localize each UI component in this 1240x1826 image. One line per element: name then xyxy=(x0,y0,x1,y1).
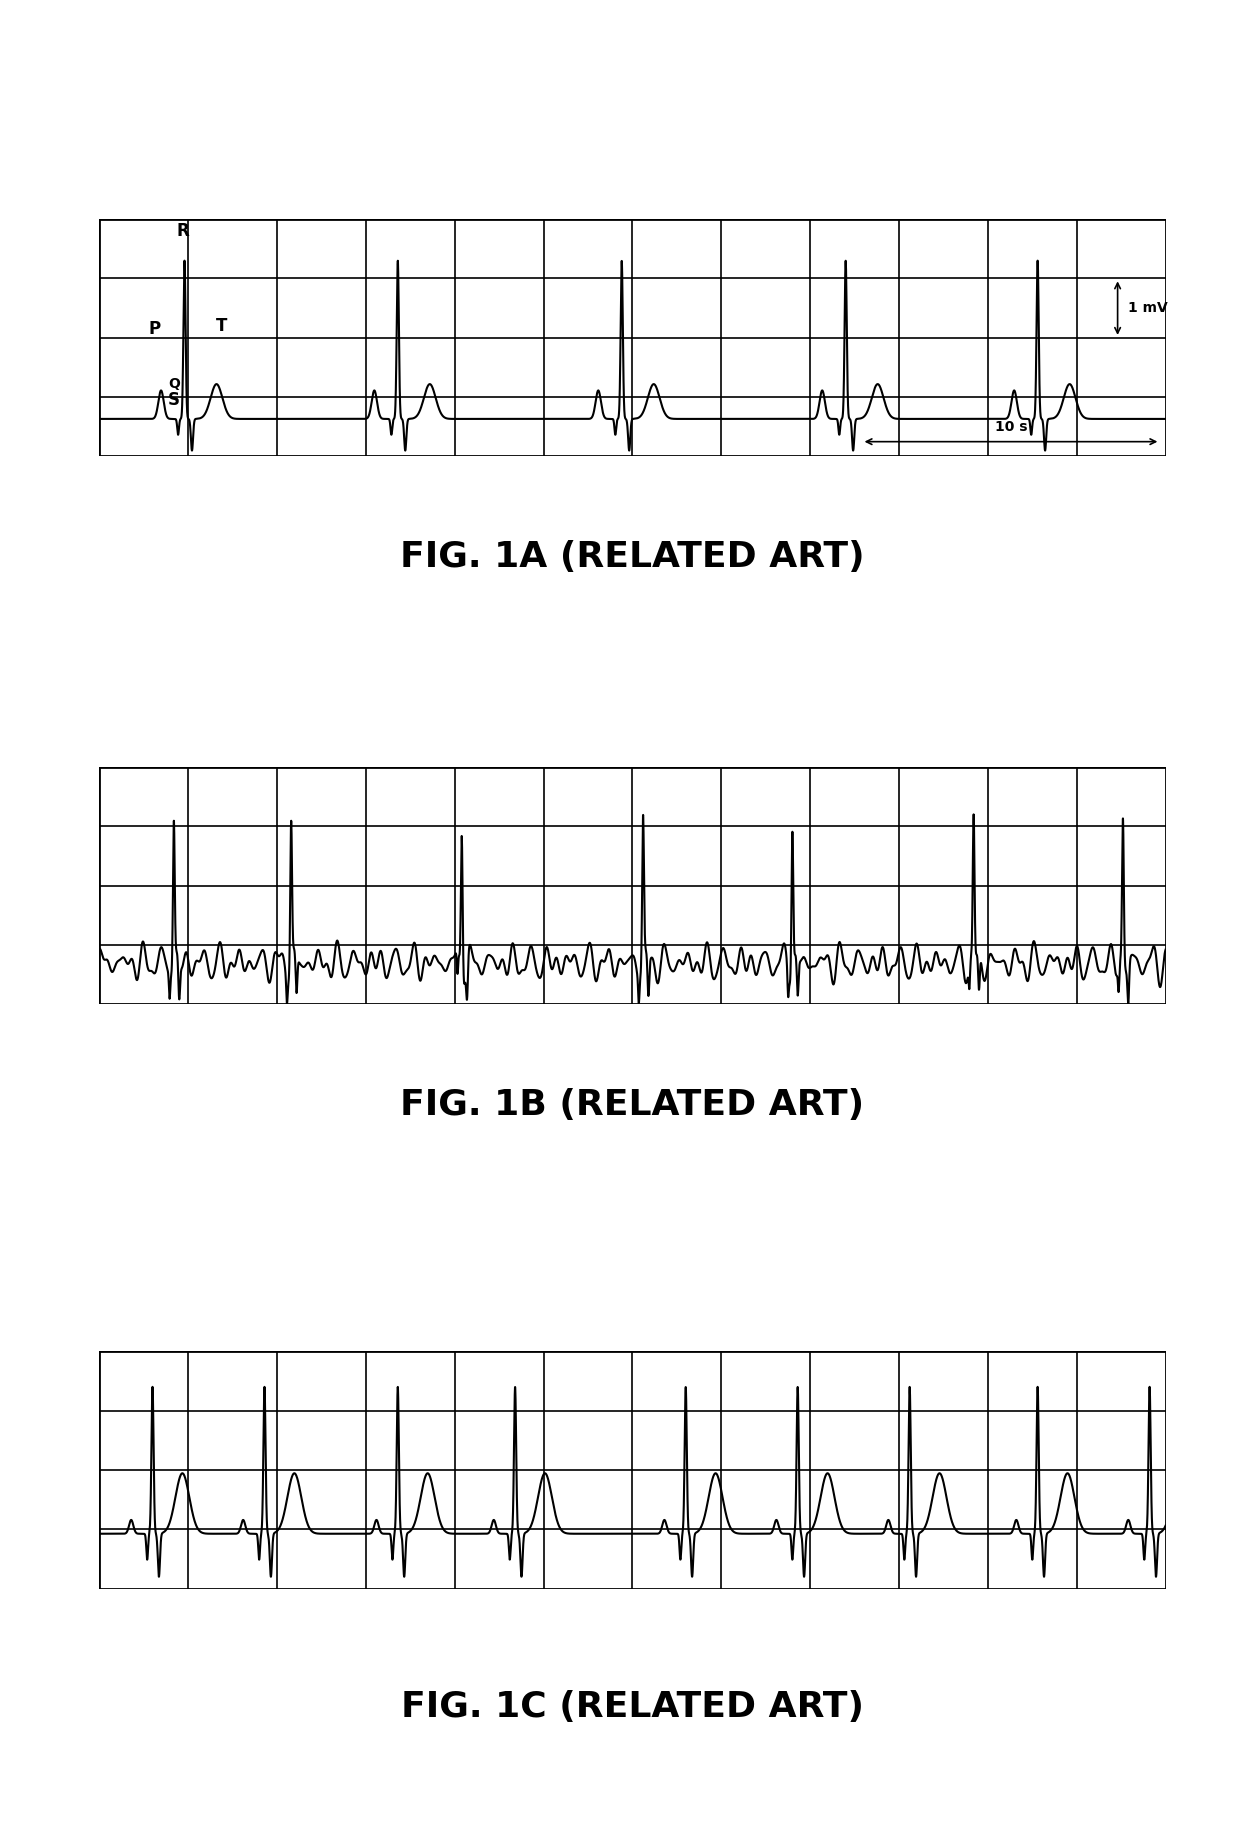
Text: FIG. 1B (RELATED ART): FIG. 1B (RELATED ART) xyxy=(401,1088,864,1121)
Text: FIG. 1C (RELATED ART): FIG. 1C (RELATED ART) xyxy=(401,1691,864,1724)
Text: S: S xyxy=(167,391,180,409)
Text: T: T xyxy=(216,318,227,334)
Text: 10 s: 10 s xyxy=(994,420,1027,435)
Text: Q: Q xyxy=(167,378,180,391)
Text: R: R xyxy=(176,223,188,239)
Text: 1 mV: 1 mV xyxy=(1128,301,1168,316)
Text: P: P xyxy=(149,320,161,338)
Text: FIG. 1A (RELATED ART): FIG. 1A (RELATED ART) xyxy=(401,540,864,573)
